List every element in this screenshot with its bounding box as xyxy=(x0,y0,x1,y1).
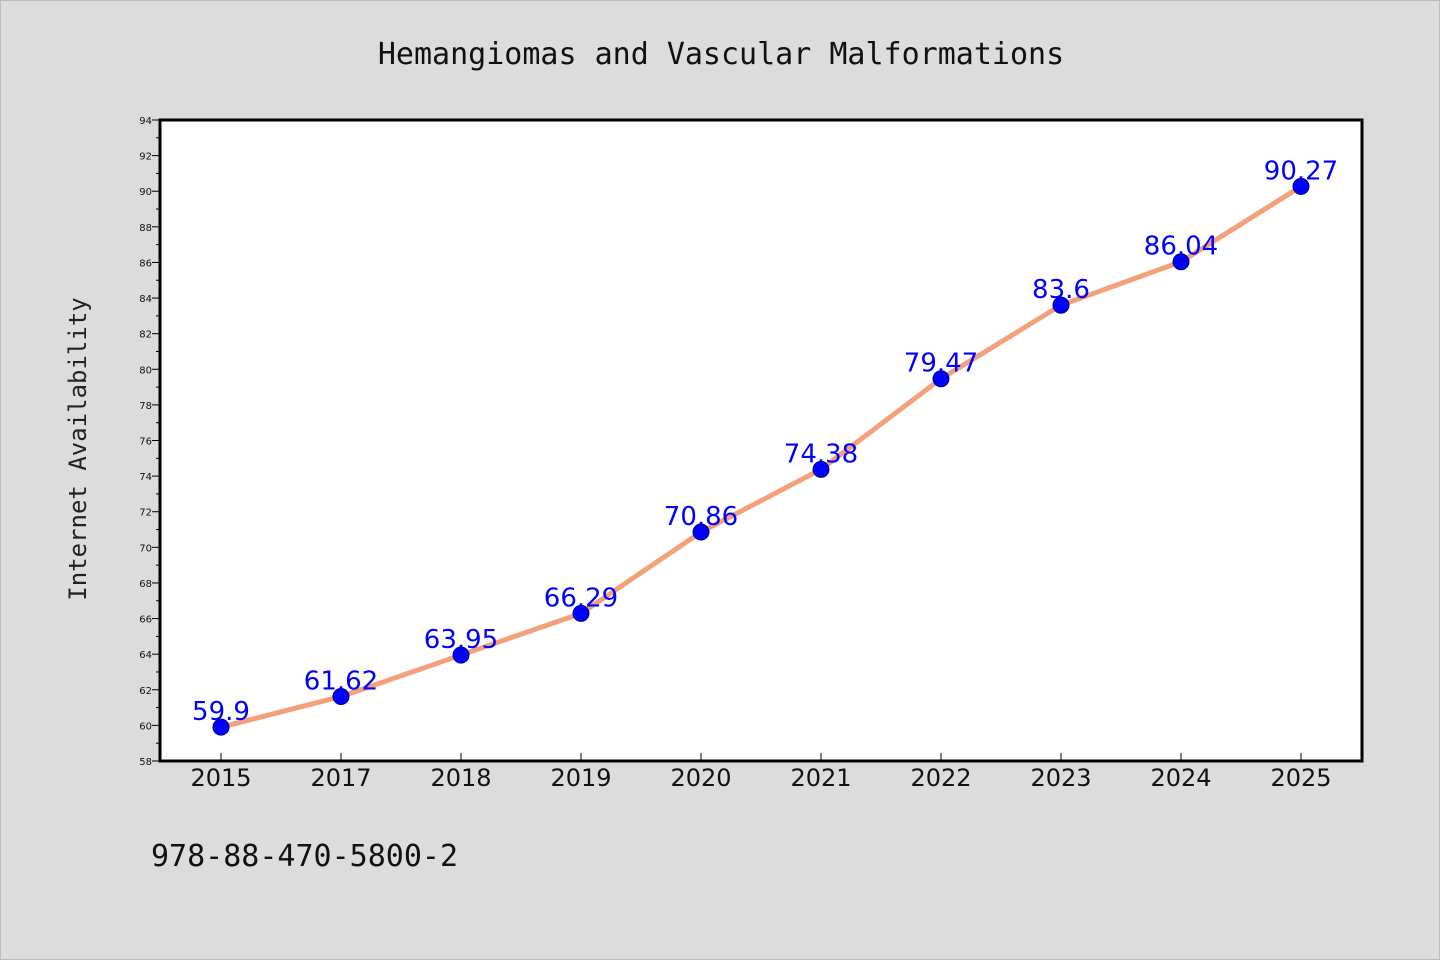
y-tick-label: 62 xyxy=(139,686,152,697)
data-markers xyxy=(212,177,1310,736)
y-tick-label: 74 xyxy=(139,472,152,483)
x-tick-label: 2022 xyxy=(910,764,971,792)
data-label: 86.04 xyxy=(1144,232,1218,262)
x-tick-label: 2018 xyxy=(430,764,491,792)
data-label: 63.95 xyxy=(424,625,498,655)
data-point xyxy=(1172,253,1190,271)
series-line xyxy=(218,183,1304,730)
x-tick-label: 2025 xyxy=(1270,764,1331,792)
y-tick-label: 78 xyxy=(139,401,152,412)
x-axis-ticks: 2015 2017 2018 2019 2020 2021 2022 2023 2024 2025 xyxy=(190,753,1332,792)
y-tick-label: 94 xyxy=(139,116,152,127)
data-label: 70.86 xyxy=(664,502,738,532)
data-point xyxy=(212,718,230,736)
x-tick-label: 2024 xyxy=(1150,764,1211,792)
y-tick-label: 68 xyxy=(139,579,152,590)
data-label: 79.47 xyxy=(904,349,978,379)
data-point xyxy=(452,646,470,664)
x-tick-label: 2017 xyxy=(310,764,371,792)
data-label: 66.29 xyxy=(544,583,618,613)
y-tick-label: 64 xyxy=(139,650,152,661)
data-point xyxy=(932,370,950,388)
y-tick-label: 66 xyxy=(139,615,152,626)
data-label: 74.38 xyxy=(784,439,858,469)
y-tick-label: 84 xyxy=(139,294,152,305)
y-tick-label: 72 xyxy=(139,508,152,519)
y-tick-label: 92 xyxy=(139,152,152,163)
data-point xyxy=(812,460,830,478)
data-point xyxy=(332,688,350,706)
y-tick-label: 70 xyxy=(139,543,152,554)
data-label: 90.27 xyxy=(1264,156,1338,186)
data-labels: 59.9 61.62 63.95 66.29 70.86 74.38 79.47 83.6 86… xyxy=(192,156,1338,727)
y-axis-label: Internet Availability xyxy=(64,297,92,600)
footer-code: 978-88-470-5800-2 xyxy=(151,839,458,874)
y-tick-label: 60 xyxy=(139,721,152,732)
chart-title: Hemangiomas and Vascular Malformations xyxy=(378,37,1064,72)
data-point xyxy=(1292,177,1310,195)
x-tick-label: 2020 xyxy=(670,764,731,792)
plot-area xyxy=(158,118,1364,763)
y-tick-label: 90 xyxy=(139,187,152,198)
data-point xyxy=(692,523,710,541)
y-tick-label: 80 xyxy=(139,365,152,376)
y-tick-label: 58 xyxy=(139,757,152,768)
x-tick-label: 2023 xyxy=(1030,764,1091,792)
x-tick-label: 2021 xyxy=(790,764,851,792)
data-point xyxy=(572,604,590,622)
x-tick-label: 2015 xyxy=(190,764,251,792)
x-tick-label: 2019 xyxy=(550,764,611,792)
y-axis-ticks: 58 60 62 64 66 68 70 72 74 76 78 80 82 84 86 88 90 92 94 xyxy=(139,116,160,768)
y-tick-label: 88 xyxy=(139,223,152,234)
y-tick-label: 86 xyxy=(139,258,152,269)
data-label: 59.9 xyxy=(192,697,250,727)
data-label: 83.6 xyxy=(1032,275,1090,305)
data-label: 61.62 xyxy=(304,667,378,697)
data-point xyxy=(1052,296,1070,314)
y-tick-label: 82 xyxy=(139,330,152,341)
y-tick-label: 76 xyxy=(139,437,152,448)
